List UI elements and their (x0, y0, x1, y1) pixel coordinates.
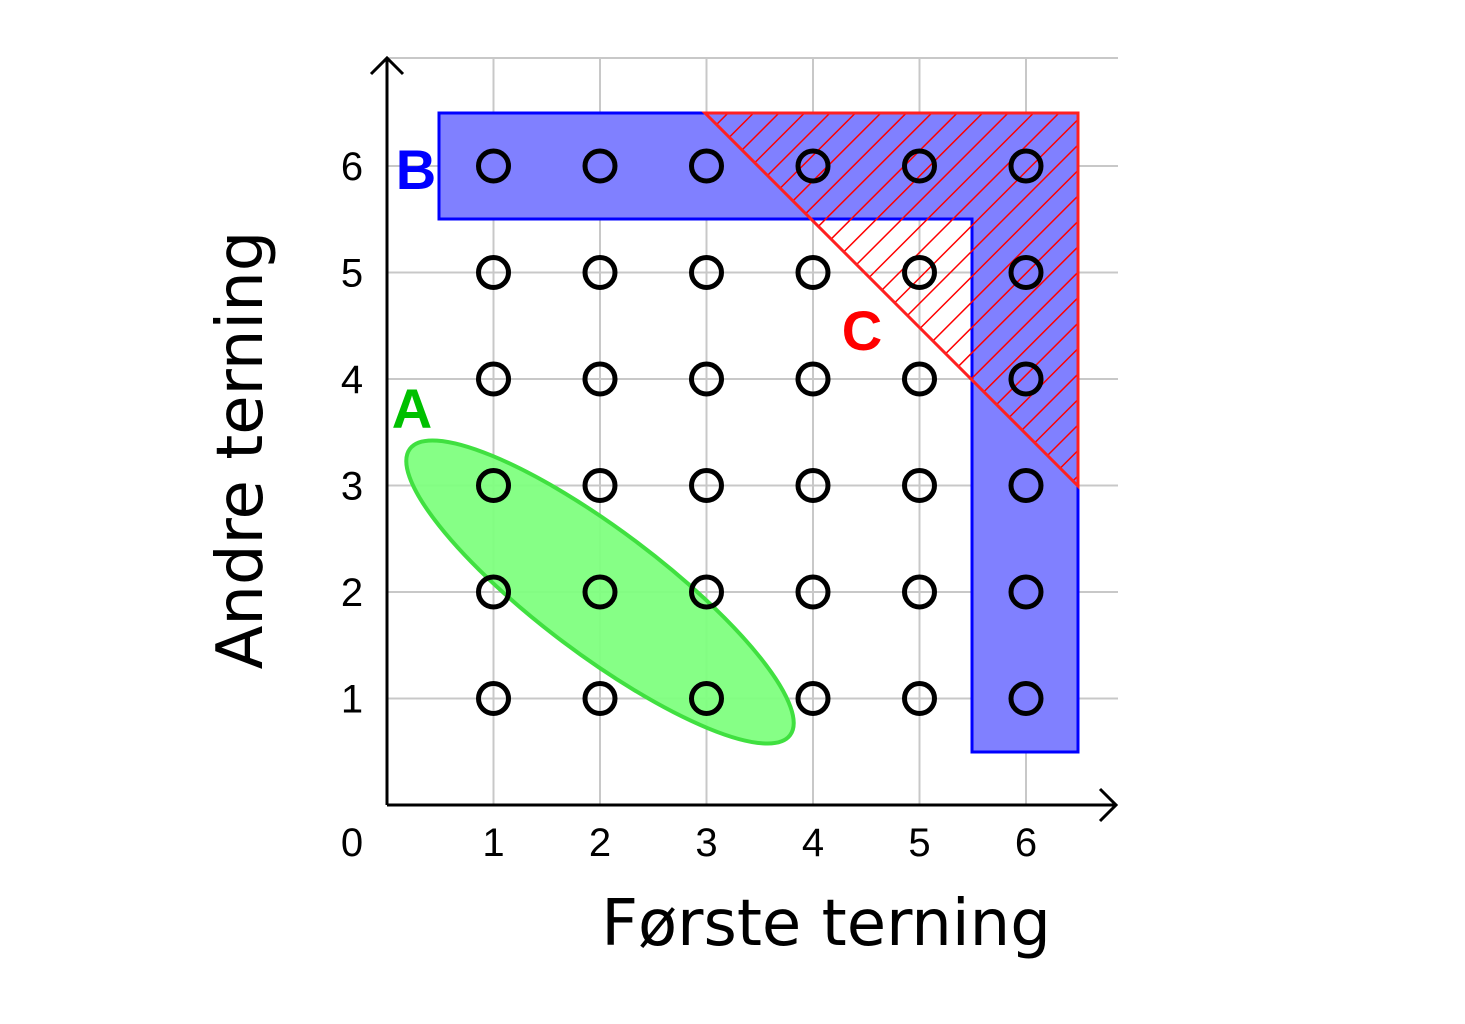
outcome-point (689, 468, 724, 503)
x-axis-title: Første terning (601, 887, 1051, 961)
outcome-point (795, 681, 831, 716)
x-tick-label: 1 (482, 821, 504, 865)
event-c-region (701, 111, 1080, 490)
outcome-point (476, 681, 511, 716)
outcome-point (476, 468, 511, 503)
outcome-point (582, 681, 618, 716)
outcome-point (476, 574, 511, 610)
outcome-point (476, 148, 511, 184)
outcome-point (795, 148, 831, 184)
origin-label: 0 (341, 821, 363, 865)
outcome-point (1008, 574, 1044, 610)
x-tick-label: 6 (1015, 821, 1037, 865)
outcome-point (795, 574, 831, 610)
outcome-point (902, 148, 937, 184)
outcome-point (1008, 468, 1044, 503)
outcome-point (902, 574, 937, 610)
outcome-point (902, 255, 937, 290)
outcome-point (1008, 255, 1044, 290)
outcome-point (689, 681, 724, 716)
outcome-point (902, 681, 937, 716)
y-tick-label: 5 (341, 252, 363, 296)
outcome-point (795, 255, 831, 290)
outcome-point (582, 361, 618, 397)
x-tick-label: 5 (908, 821, 930, 865)
x-tick-labels: 1 2 3 4 5 6 (482, 821, 1037, 865)
outcome-points (476, 148, 1044, 716)
event-a-region (404, 438, 796, 746)
outcome-point (689, 255, 724, 290)
y-axis-arrowhead (369, 55, 405, 76)
outcome-point (689, 148, 724, 184)
y-tick-label: 6 (341, 145, 363, 189)
y-axis-title: Andre terning (204, 231, 278, 670)
outcome-point (476, 255, 511, 290)
outcome-point (689, 361, 724, 397)
outcome-point (582, 468, 618, 503)
axes (369, 55, 1119, 823)
event-b-label: B (396, 138, 436, 201)
outcome-point (582, 255, 618, 290)
outcome-point (476, 361, 511, 397)
outcome-point (795, 361, 831, 397)
outcome-point (1008, 148, 1044, 184)
outcome-point (582, 148, 618, 184)
outcome-point (1008, 681, 1044, 716)
event-a-label: A (392, 377, 432, 440)
outcome-point (795, 468, 831, 503)
y-tick-label: 2 (341, 571, 363, 615)
x-tick-label: 4 (802, 821, 824, 865)
event-c-label: C (842, 299, 882, 362)
outcome-point (689, 574, 724, 610)
x-axis-arrowhead (1098, 787, 1119, 823)
outcome-point (902, 361, 937, 397)
x-tick-label: 2 (589, 821, 611, 865)
x-tick-label: 3 (695, 821, 717, 865)
y-tick-labels: 1 2 3 4 5 6 (341, 145, 363, 722)
outcome-point (582, 574, 618, 610)
y-tick-label: 4 (341, 358, 363, 402)
outcome-point (902, 468, 937, 503)
outcome-point (1008, 361, 1044, 397)
y-tick-label: 1 (341, 678, 363, 722)
y-tick-label: 3 (341, 465, 363, 509)
